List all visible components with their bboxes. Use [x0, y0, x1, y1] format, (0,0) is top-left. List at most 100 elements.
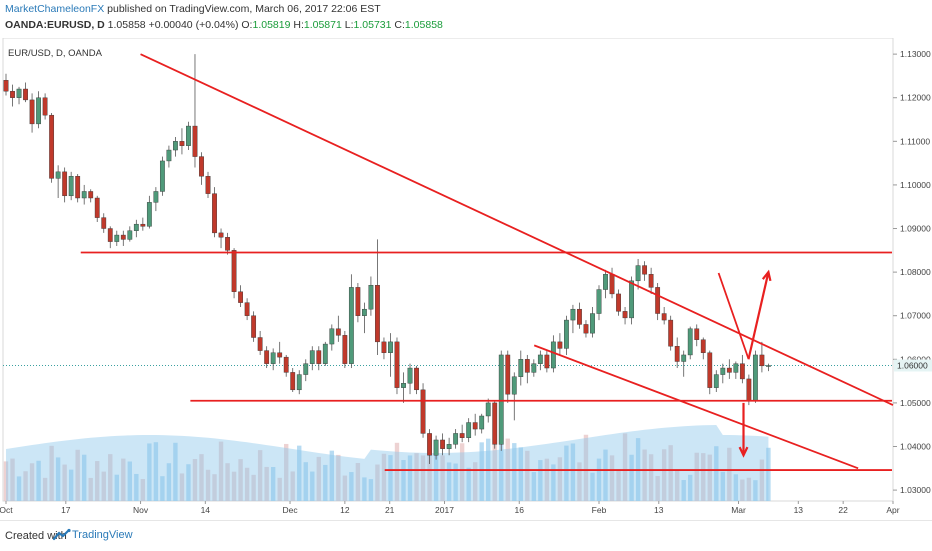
- candle: [192, 54, 198, 168]
- volume-bar: [264, 466, 269, 501]
- candle: [505, 350, 511, 403]
- candle-body: [537, 354, 543, 364]
- volume-bar: [375, 464, 380, 501]
- volume-bar: [766, 447, 771, 501]
- candle-body: [485, 402, 491, 417]
- volume-bar: [583, 434, 589, 501]
- volume-bar: [596, 458, 602, 501]
- x-tick-label: Dec: [282, 505, 298, 515]
- candle: [687, 326, 693, 360]
- x-tick-label: Mar: [731, 505, 746, 515]
- candle-body: [622, 311, 628, 319]
- y-axis: 1.13000 1.12000 1.11000 1.10000 1.09000 1.080…: [893, 49, 931, 495]
- candle: [622, 306, 628, 325]
- candle: [694, 324, 700, 347]
- candle-body: [342, 335, 348, 364]
- volume-bar: [225, 463, 230, 501]
- candle: [459, 424, 465, 443]
- chart-title: EUR/USD, D, OANDA: [8, 48, 103, 59]
- candle-body: [466, 422, 472, 438]
- candle: [629, 276, 634, 325]
- volume-bar: [238, 459, 243, 501]
- candle-body: [212, 193, 217, 234]
- candle-body: [388, 341, 393, 353]
- tradingview-logo-icon[interactable]: [52, 528, 72, 542]
- candle-body: [10, 90, 15, 98]
- candle-body: [309, 350, 315, 364]
- volume-bar: [557, 457, 563, 501]
- candle: [140, 217, 146, 231]
- candle: [173, 136, 178, 157]
- candle-body: [733, 363, 739, 373]
- candle-body: [518, 359, 524, 377]
- published-text: published on TradingView.com, March 06, …: [107, 3, 381, 15]
- candle: [94, 195, 100, 222]
- volume-bar: [466, 467, 471, 501]
- high-value: 1.05871: [303, 19, 342, 31]
- candle-body: [107, 228, 113, 242]
- candle: [433, 435, 439, 460]
- high-label: H:: [293, 19, 304, 31]
- candle-body: [159, 160, 165, 192]
- candle: [733, 361, 739, 379]
- candle-body: [114, 234, 120, 242]
- candle-body: [49, 114, 55, 179]
- candle-body: [564, 319, 569, 349]
- candle-body: [251, 315, 257, 338]
- volume-bar: [310, 471, 315, 501]
- candle-body: [329, 328, 335, 345]
- candle-body: [120, 234, 126, 240]
- volume-bar: [179, 473, 185, 501]
- candle-body: [36, 97, 41, 125]
- candle-body: [29, 99, 35, 125]
- volume-bar: [205, 469, 211, 501]
- candle-body: [303, 363, 309, 375]
- candle: [238, 285, 243, 307]
- candle-body: [205, 176, 211, 194]
- candle: [251, 311, 257, 342]
- volume-bar: [355, 462, 361, 501]
- candle-body: [3, 80, 9, 92]
- x-tick-label: Nov: [133, 505, 149, 515]
- trendline[interactable]: [140, 53, 894, 406]
- candle-body: [101, 217, 107, 229]
- chart-area[interactable]: EUR/USD, D, OANDA 1.13000 1.12000 1.11000 1.…: [0, 37, 932, 516]
- candle-body: [133, 223, 139, 231]
- trendline[interactable]: [717, 272, 750, 360]
- candle-body: [238, 291, 243, 303]
- candle: [524, 354, 530, 384]
- volume-bar: [512, 443, 517, 501]
- candle: [564, 315, 569, 355]
- trendline[interactable]: [533, 344, 859, 470]
- volume-bar: [714, 446, 719, 501]
- volume-bar: [733, 474, 739, 501]
- candle: [401, 372, 406, 403]
- candle-body: [446, 444, 452, 449]
- candle: [590, 306, 595, 338]
- volume-bar: [81, 454, 87, 501]
- candle: [88, 189, 94, 203]
- volume-bar: [10, 458, 15, 501]
- candle: [616, 289, 621, 316]
- tradingview-brand[interactable]: TradingView: [72, 529, 133, 541]
- author-link[interactable]: MarketChameleonFX: [5, 3, 105, 15]
- candle-body: [420, 389, 426, 434]
- candle: [225, 232, 230, 255]
- volume-bar: [401, 460, 406, 501]
- candle: [303, 359, 309, 382]
- arrow-shaft[interactable]: [747, 271, 770, 360]
- candle: [62, 167, 68, 203]
- volume-bar: [681, 480, 686, 501]
- candle-body: [231, 250, 237, 292]
- candle: [244, 298, 250, 321]
- candle-body: [648, 274, 654, 288]
- candle-body: [348, 287, 354, 364]
- price-chart[interactable]: EUR/USD, D, OANDA 1.130001.120001.110001.…: [0, 37, 932, 516]
- candle: [453, 429, 459, 449]
- volume-bar: [186, 464, 191, 501]
- candle: [212, 187, 217, 238]
- candle-body: [153, 191, 159, 203]
- y-tick-label: 1.08000: [900, 267, 931, 277]
- volume-bar: [140, 478, 146, 501]
- plot-frame: [2, 37, 894, 502]
